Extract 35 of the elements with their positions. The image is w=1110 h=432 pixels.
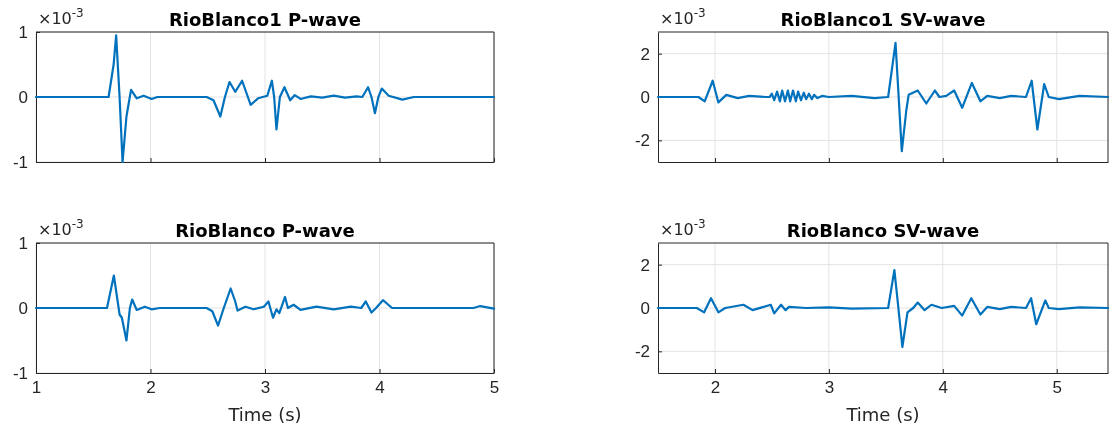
x-axis-title: Time (s): [227, 404, 302, 425]
y-tick-label: 0: [18, 87, 28, 107]
x-tick-label: 2: [146, 378, 156, 398]
x-tick-label: 5: [489, 378, 500, 398]
y-tick-label: -1: [12, 152, 28, 172]
x-tick-label: 3: [260, 378, 271, 398]
y-tick-label: -2: [634, 342, 650, 362]
line-series: [34, 34, 496, 164]
chart-title: RioBlanco1 P-wave: [168, 9, 362, 30]
x-tick-label: 2: [710, 378, 721, 398]
y-tick-label: 0: [640, 87, 650, 107]
text: ×10$^{-3}$: [660, 6, 706, 28]
text: ×10$^{-3}$: [660, 217, 706, 239]
y-tick-label: -2: [634, 131, 650, 151]
y-tick-label: 1: [18, 233, 28, 253]
chart-title: RioBlanco SV-wave: [786, 220, 980, 241]
line-series: [656, 268, 1110, 349]
chart-title: RioBlanco P-wave: [175, 220, 355, 241]
chart-title: RioBlanco1 SV-wave: [780, 9, 986, 30]
y-tick-label: 2: [640, 255, 650, 275]
x-tick-label: 1: [31, 378, 42, 398]
y-tick-label: 1: [18, 22, 28, 42]
x-tick-label: 4: [938, 378, 949, 398]
x-tick-label: 4: [375, 378, 385, 398]
x-tick-label: 3: [824, 378, 835, 398]
text: ×10$^{-3}$: [38, 6, 84, 28]
line-series: [656, 41, 1110, 153]
x-axis-title: Time (s): [845, 404, 920, 425]
y-tick-label: 0: [640, 298, 650, 318]
y-tick-label: 0: [18, 298, 28, 318]
y-tick-label: 2: [640, 44, 650, 64]
text: ×10$^{-3}$: [38, 217, 84, 239]
y-tick-label: -1: [12, 363, 28, 383]
x-tick-label: 5: [1052, 378, 1062, 398]
line-series: [34, 274, 496, 342]
